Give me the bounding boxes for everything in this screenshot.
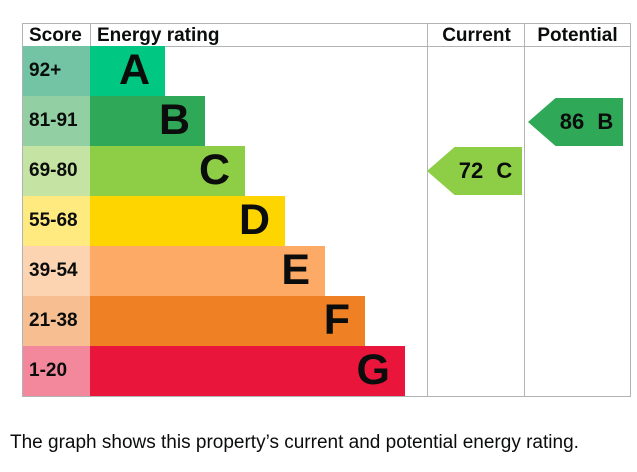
band-row: 1-20 G <box>23 346 405 396</box>
current-column-header: Current <box>442 25 511 46</box>
band-letter: C <box>90 146 245 196</box>
potential-rating-arrow: 86 B <box>528 98 623 146</box>
band-row: 39-54 E <box>23 246 325 296</box>
score-range-label: 81-91 <box>23 96 90 146</box>
band-row: 21-38 F <box>23 296 365 346</box>
band-letter: E <box>90 246 325 296</box>
energy-rating-column-header: Energy rating <box>97 25 220 46</box>
current-column-divider <box>427 24 428 396</box>
band-row: 92+ A <box>23 46 165 96</box>
band-letter: A <box>90 46 165 96</box>
chart-caption: The graph shows this property’s current … <box>10 432 579 453</box>
band-row: 69-80 C <box>23 146 245 196</box>
band-letter: D <box>90 196 285 246</box>
band-letter: G <box>90 346 405 396</box>
score-range-label: 21-38 <box>23 296 90 346</box>
score-range-label: 92+ <box>23 46 90 96</box>
potential-column-divider <box>524 24 525 396</box>
rating-table: Score Energy rating Current Potential 92… <box>22 23 631 397</box>
header-divider-line <box>23 46 630 47</box>
score-range-label: 39-54 <box>23 246 90 296</box>
band-letter: F <box>90 296 365 346</box>
band-letter: B <box>90 96 205 146</box>
current-rating-arrow: 72 C <box>427 147 522 195</box>
score-column-header: Score <box>29 25 82 46</box>
band-row: 81-91 B <box>23 96 205 146</box>
score-range-label: 1-20 <box>23 346 90 396</box>
potential-column-header: Potential <box>537 25 618 46</box>
score-range-label: 55-68 <box>23 196 90 246</box>
band-row: 55-68 D <box>23 196 285 246</box>
score-range-label: 69-80 <box>23 146 90 196</box>
score-column-divider <box>90 24 91 46</box>
